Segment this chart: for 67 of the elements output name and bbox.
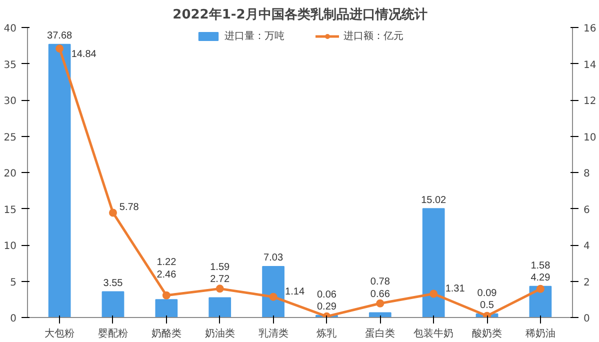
y2-tick-label: 16	[584, 24, 596, 34]
bar	[102, 291, 124, 318]
data-label: 1.31	[445, 284, 466, 295]
x-tick-label: 奶油类	[204, 328, 235, 340]
point	[536, 284, 544, 293]
x-tick-label: 酸奶类	[472, 328, 502, 340]
point	[269, 292, 278, 301]
y-tick-label: 0	[10, 314, 17, 324]
y2-tick-label: 2	[584, 277, 590, 288]
data-label: 0.66	[370, 288, 390, 300]
data-label: 1.58	[530, 260, 551, 272]
y2-tick-label: 8	[584, 168, 590, 180]
bar	[48, 44, 71, 318]
y2-tick-label: 0	[584, 314, 590, 324]
x-tick-label: 炼乳	[316, 328, 337, 340]
y-tick-label: 15	[4, 204, 17, 216]
data-label: 1.59	[210, 262, 230, 273]
point	[162, 291, 170, 300]
y2-tick-label: 12	[584, 96, 596, 107]
y-tick-label: 5	[10, 277, 17, 288]
y-tick-label: 10	[4, 241, 17, 252]
point	[216, 284, 224, 293]
y2-tick-label: 14	[584, 60, 596, 71]
data-label: 2.46	[156, 269, 177, 280]
y-tick-label: 40	[4, 24, 17, 34]
data-label: 1.22	[156, 256, 177, 268]
data-label: 4.29	[530, 272, 551, 284]
y2-tick-label: 4	[584, 241, 590, 252]
data-label: 1.14	[285, 286, 305, 298]
x-tick-label: 包装牛奶	[414, 328, 454, 340]
bar	[208, 297, 232, 318]
data-label: 3.55	[103, 278, 124, 289]
data-label: 0.5	[480, 300, 494, 312]
y-tick-label: 35	[4, 60, 17, 71]
x-tick-label: 婴配粉	[98, 328, 128, 340]
point	[108, 208, 117, 217]
bar	[422, 208, 445, 318]
data-label: 37.68	[47, 30, 73, 42]
x-tick-label: 蛋白类	[365, 328, 396, 340]
data-label: 0.29	[316, 302, 337, 313]
data-label: 15.02	[421, 194, 447, 206]
data-label: 5.78	[119, 202, 140, 213]
bar	[262, 266, 284, 318]
point	[56, 44, 64, 53]
x-tick-label: 奶酪类	[151, 328, 182, 340]
data-label: 2.72	[210, 274, 230, 286]
y2-tick-label: 6	[584, 204, 590, 216]
data-label: 14.84	[71, 49, 97, 60]
legend-label: 进口量：万吨	[224, 30, 284, 43]
y-tick-label: 30	[4, 96, 17, 107]
y2-tick-label: 10	[584, 132, 596, 144]
point	[376, 299, 384, 308]
data-label: 0.78	[370, 276, 390, 288]
x-tick-label: 乳清类	[258, 328, 288, 340]
data-label: 7.03	[264, 252, 284, 264]
y-tick-label: 25	[4, 132, 17, 144]
bar	[155, 299, 178, 318]
y-tick-label: 20	[4, 168, 17, 180]
x-tick-label: 大包粉	[44, 328, 75, 340]
bar	[368, 312, 392, 318]
point	[430, 290, 438, 298]
point	[483, 312, 492, 318]
data-label: 0.09	[477, 288, 498, 299]
legend-label: 进口额：亿元	[344, 30, 404, 43]
x-tick-label: 稀奶油	[525, 328, 556, 340]
chart-title: 2022年1-2月中国各类乳制品进口情况统计	[172, 6, 428, 22]
data-label: 0.06	[316, 289, 337, 300]
